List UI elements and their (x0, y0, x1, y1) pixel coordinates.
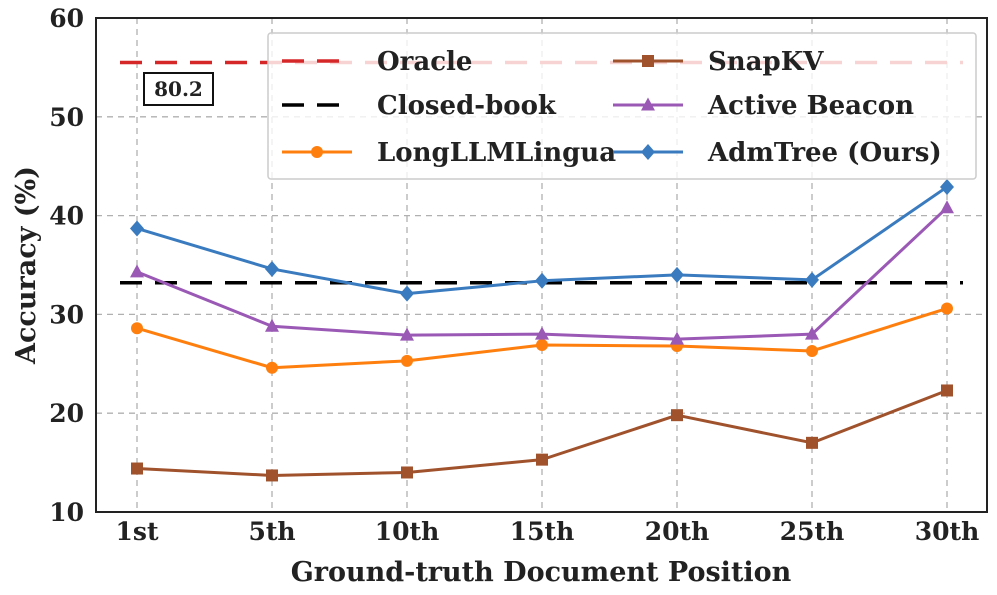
y-axis-label: Accuracy (%) (11, 166, 42, 365)
legend-label-admtree-ours: AdmTree (Ours) (707, 138, 942, 168)
legend-item-closed-book: Closed-book (282, 91, 557, 121)
point-longllmlingua-25th (806, 344, 818, 357)
point-snapkv-25th (806, 436, 818, 449)
y-tick-60: 60 (49, 4, 84, 33)
legend-item-snapkv: SnapKV (613, 47, 824, 77)
point-admtree-ours-5th (265, 260, 279, 277)
legend-marker-snapkv (642, 55, 654, 67)
y-tick-20: 20 (49, 399, 84, 428)
point-admtree-ours-10th (400, 285, 414, 302)
y-tick-10: 10 (49, 498, 84, 527)
legend: Oracle SnapKV Closed-book Active Beacon Long… (267, 32, 977, 180)
series-active-beacon (130, 200, 954, 345)
series-longllmlingua (131, 302, 953, 374)
tick-labels: 10 20 30 40 50 60 1st 5th 10th 15th 20th 25th 30th (49, 4, 979, 546)
legend-label-closed-book: Closed-book (377, 91, 557, 121)
legend-item-longllmlingua: LongLLMLingua (282, 138, 616, 168)
legend-items: Oracle SnapKV Closed-book Active Beacon Long… (282, 47, 942, 168)
point-active-beacon-10th (400, 327, 414, 341)
x-tick-30th: 30th (915, 517, 980, 546)
point-snapkv-10th (401, 466, 413, 479)
point-admtree-ours-1st (130, 220, 144, 237)
y-tick-50: 50 (49, 103, 84, 132)
point-longllmlingua-30th (941, 302, 953, 315)
point-snapkv-30th (941, 384, 953, 397)
point-snapkv-15th (536, 453, 548, 466)
point-active-beacon-25th (805, 326, 819, 340)
series-snapkv (131, 384, 953, 482)
y-tick-40: 40 (49, 202, 84, 231)
annotation-box: 80.2 (143, 72, 214, 106)
point-admtree-ours-25th (805, 271, 819, 288)
annotation-value: 80.2 (154, 77, 203, 101)
x-tick-25th: 25th (780, 517, 845, 546)
legend-label-snapkv: SnapKV (708, 47, 824, 77)
legend-item-active-beacon: Active Beacon (613, 91, 914, 121)
x-tick-10th: 10th (375, 517, 440, 546)
x-tick-5th: 5th (248, 517, 295, 546)
point-longllmlingua-5th (266, 361, 278, 374)
point-snapkv-1st (131, 462, 143, 475)
legend-item-admtree-ours: AdmTree (Ours) (613, 138, 942, 168)
point-admtree-ours-20th (670, 266, 684, 283)
point-longllmlingua-15th (536, 339, 548, 352)
annotation-frame (143, 72, 214, 106)
point-admtree-ours-15th (535, 272, 549, 289)
point-active-beacon-20th (670, 331, 684, 345)
x-tick-20th: 20th (645, 517, 710, 546)
series-layer (130, 178, 954, 482)
legend-marker-longllmlingua (311, 146, 323, 158)
point-longllmlingua-10th (401, 354, 413, 367)
legend-item-oracle: Oracle (282, 47, 472, 77)
plot-frame (95, 17, 988, 513)
point-active-beacon-5th (265, 318, 279, 332)
legend-marker-admtree-ours (641, 144, 655, 160)
point-longllmlingua-1st (131, 322, 143, 335)
x-tick-1st: 1st (115, 517, 158, 546)
y-tick-30: 30 (49, 300, 84, 329)
legend-label-oracle: Oracle (377, 47, 472, 77)
point-snapkv-5th (266, 469, 278, 482)
legend-label-longllmlingua: LongLLMLingua (377, 138, 616, 168)
series-admtree-ours (130, 178, 954, 302)
point-active-beacon-1st (130, 264, 144, 278)
point-active-beacon-30th (940, 200, 954, 214)
point-snapkv-20th (671, 409, 683, 422)
point-active-beacon-15th (535, 326, 549, 340)
x-axis-label: Ground-truth Document Position (291, 557, 792, 588)
x-tick-15th: 15th (510, 517, 575, 546)
legend-label-active-beacon: Active Beacon (707, 91, 914, 121)
legend-marker-active-beacon (641, 97, 655, 111)
point-admtree-ours-30th (940, 178, 954, 195)
